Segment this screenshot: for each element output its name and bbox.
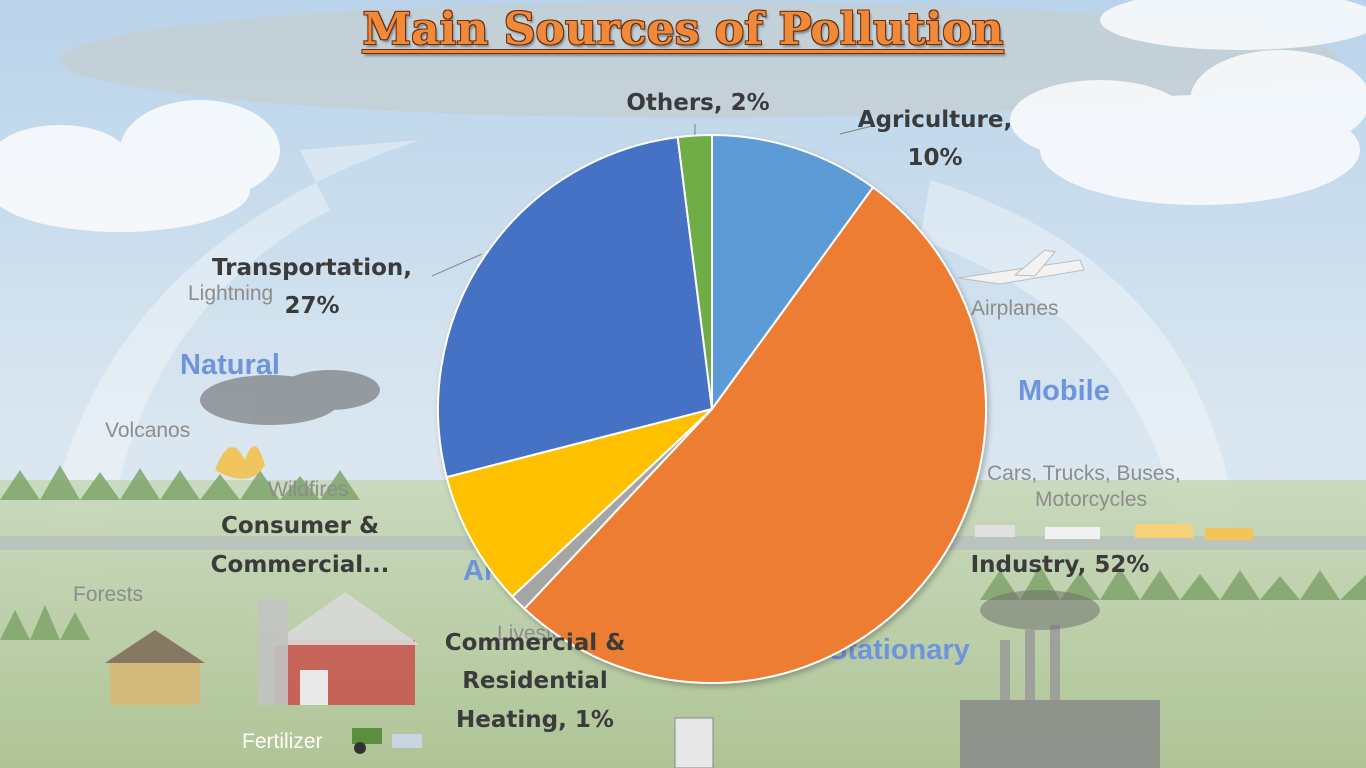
- tree-line: [0, 465, 1366, 640]
- house-icon: [105, 630, 205, 705]
- leader-line-4: [431, 253, 483, 277]
- pie-slice-agriculture: [711, 133, 875, 413]
- slice-label-consumer-commercial: Consumer & Commercial...: [211, 513, 390, 578]
- slice-label-industry: Industry, 52%: [971, 552, 1150, 578]
- slice-label-agriculture: Agriculture, 10%: [858, 107, 1012, 171]
- fire-icon: [215, 446, 265, 479]
- tractor-icon: [352, 728, 422, 754]
- clouds: [0, 0, 1366, 232]
- truck-icon: [674, 717, 714, 768]
- chart-title: Main Sources of Pollution: [362, 4, 1004, 55]
- bg-category-natural: Natural: [180, 349, 280, 381]
- smoke-cloud: [200, 370, 380, 425]
- pie-slice-transportation: [437, 136, 714, 479]
- vehicles: [975, 524, 1253, 540]
- slice-label-transportation: Transportation, 27%: [212, 255, 412, 319]
- pie-slice-others: [676, 133, 713, 410]
- bg-label-forests: Forests: [73, 583, 143, 606]
- pie-slice-consumer-commercial: [445, 408, 713, 598]
- bg-label-motorcycles: Motorcycles: [1035, 488, 1147, 511]
- leader-lines: [431, 124, 873, 277]
- leader-line-0: [839, 125, 873, 135]
- bg-label-cars: Cars, Trucks, Buses,: [987, 462, 1181, 485]
- haze-ellipse: [60, 2, 1340, 118]
- bg-label-airplanes: Airplanes: [971, 297, 1059, 320]
- barn-icon: [258, 592, 420, 705]
- airplane-icon: [957, 249, 1085, 285]
- bg-category-mobile: Mobile: [1018, 375, 1110, 407]
- slice-label-commercial-residential-heating: Commercial & Residential Heating, 1%: [445, 630, 626, 733]
- slice-label-others: Others, 2%: [626, 90, 769, 116]
- bg-label-volcanos: Volcanos: [105, 419, 190, 442]
- factory-icon: [960, 590, 1160, 768]
- bg-label-lightning: Lightning: [188, 282, 273, 305]
- slice-labels: Agriculture, 10% Industry, 52% Commercial &…: [211, 90, 1150, 733]
- pie-slice-industry: [523, 185, 987, 684]
- bg-label-wildfires: Wildfires: [268, 478, 349, 501]
- pie-chart: [437, 133, 987, 684]
- bg-label-fertilizer: Fertilizer: [242, 730, 323, 753]
